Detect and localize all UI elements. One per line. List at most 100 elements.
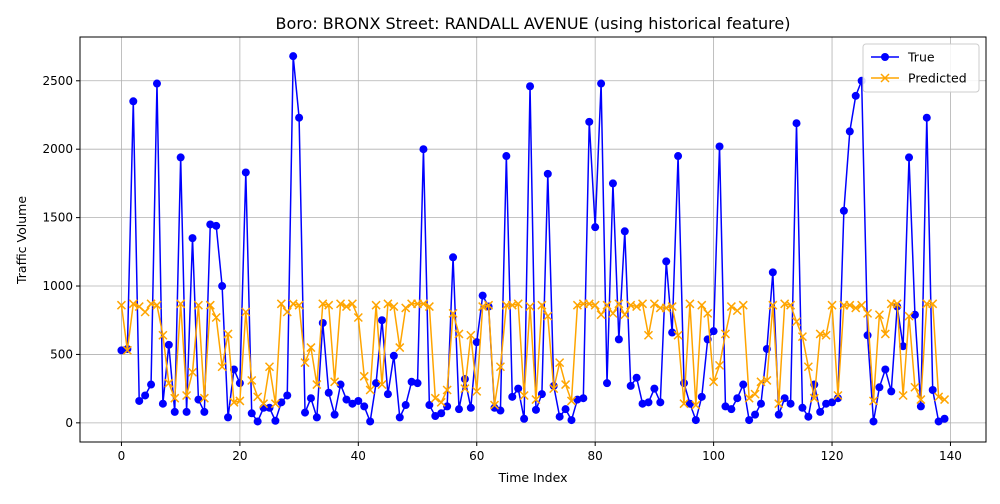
- true-data-point: [887, 387, 896, 396]
- true-data-point: [342, 395, 351, 404]
- true-data-point: [253, 417, 262, 426]
- predicted-data-point: [306, 343, 316, 353]
- predicted-data-point: [673, 330, 683, 340]
- predicted-data-point: [170, 393, 180, 403]
- true-data-point: [828, 398, 837, 407]
- true-data-point: [745, 416, 754, 425]
- true-data-point: [620, 227, 629, 236]
- true-data-point: [170, 407, 179, 416]
- true-data-point: [383, 390, 392, 399]
- predicted-data-point: [821, 330, 831, 340]
- true-data-point: [271, 416, 280, 425]
- predicted-data-point: [638, 299, 648, 309]
- predicted-data-point: [472, 386, 482, 396]
- true-data-point: [141, 391, 150, 400]
- ticks: 0 20 40 60 80 100 120 140 0 500 1000 1500 2000 2500: [42, 74, 961, 463]
- predicted-data-point: [300, 358, 310, 368]
- true-data-point: [585, 117, 594, 126]
- true-data-point: [774, 410, 783, 419]
- predicted-data-point: [122, 345, 132, 355]
- true-data-point: [182, 407, 191, 416]
- true-data-point: [241, 168, 250, 177]
- predicted-data-point: [602, 300, 612, 310]
- true-data-point: [135, 396, 144, 405]
- true-data-point: [425, 401, 434, 410]
- true-data-point: [158, 399, 167, 408]
- predicted-data-point: [466, 330, 476, 340]
- predicted-data-point: [738, 300, 748, 310]
- true-data-point: [152, 79, 161, 88]
- predicted-data-point: [264, 362, 275, 372]
- predicted-data-point: [857, 300, 867, 310]
- predicted-data-point: [442, 385, 452, 395]
- predicted-data-point: [454, 329, 464, 339]
- predicted-data-point: [377, 380, 387, 390]
- predicted-data-point: [833, 390, 843, 401]
- true-data-point: [419, 145, 428, 154]
- true-data-point: [449, 253, 458, 262]
- predicted-data-point: [282, 307, 292, 317]
- y-tick-label: 1000: [42, 279, 73, 293]
- predicted-data-point: [312, 380, 322, 390]
- predicted-data-point: [324, 300, 334, 310]
- predicted-data-point: [158, 330, 168, 340]
- x-tick-label: 100: [702, 449, 725, 463]
- y-tick-label: 2000: [42, 142, 73, 156]
- predicted-data-point: [543, 311, 553, 321]
- predicted-data-point: [430, 393, 440, 403]
- true-data-point: [147, 380, 156, 389]
- true-data-point: [508, 392, 517, 401]
- true-data-point: [265, 403, 274, 412]
- predicted-data-point: [489, 400, 500, 410]
- true-data-point: [650, 384, 659, 393]
- legend: True Predicted: [862, 43, 980, 93]
- predicted-data-point: [874, 310, 884, 320]
- legend-label: Predicted: [908, 71, 967, 86]
- true-data-point: [514, 384, 523, 393]
- predicted-data-point: [460, 384, 470, 394]
- true-data-point: [869, 417, 878, 426]
- predicted-data-point: [223, 329, 233, 339]
- true-data-point: [845, 127, 854, 136]
- true-data-point: [709, 327, 718, 336]
- predicted-data-point: [371, 300, 381, 310]
- y-tick-label: 2500: [42, 74, 73, 88]
- y-axis-label: Traffic Volume: [14, 196, 29, 285]
- x-tick-label: 60: [469, 449, 484, 463]
- true-data-point: [733, 394, 742, 403]
- true-data-point: [235, 379, 244, 388]
- predicted-data-point: [383, 299, 393, 309]
- predicted-data-point: [714, 360, 725, 370]
- true-data-point: [751, 410, 760, 419]
- predicted-data-point: [685, 299, 695, 309]
- predicted-data-point: [199, 393, 209, 403]
- true-data-point: [691, 416, 700, 425]
- predicted-data-point: [176, 299, 186, 309]
- predicted-data-point: [803, 362, 813, 372]
- predicted-data-point: [424, 302, 434, 312]
- predicted-data-point: [774, 399, 784, 409]
- true-data-point: [306, 394, 315, 403]
- true-data-point: [591, 223, 600, 232]
- predicted-data-point: [845, 300, 855, 310]
- true-data-point: [401, 401, 410, 410]
- true-data-point: [839, 206, 848, 215]
- predicted-data-point: [294, 300, 304, 310]
- y-tick-label: 0: [65, 416, 73, 430]
- x-tick-label: 120: [821, 449, 844, 463]
- true-data-point: [478, 291, 487, 300]
- legend-entry-true: True: [871, 50, 935, 65]
- true-data-point: [697, 392, 706, 401]
- predicted-data-point: [786, 300, 796, 310]
- predicted-data-point: [395, 343, 405, 353]
- predicted-data-point: [809, 393, 819, 403]
- true-data-point: [567, 416, 576, 425]
- predicted-data-point: [868, 396, 879, 406]
- x-tick-label: 0: [118, 449, 126, 463]
- true-data-point: [176, 153, 185, 162]
- predicted-data-point: [928, 299, 938, 309]
- predicted-data-point: [851, 303, 861, 313]
